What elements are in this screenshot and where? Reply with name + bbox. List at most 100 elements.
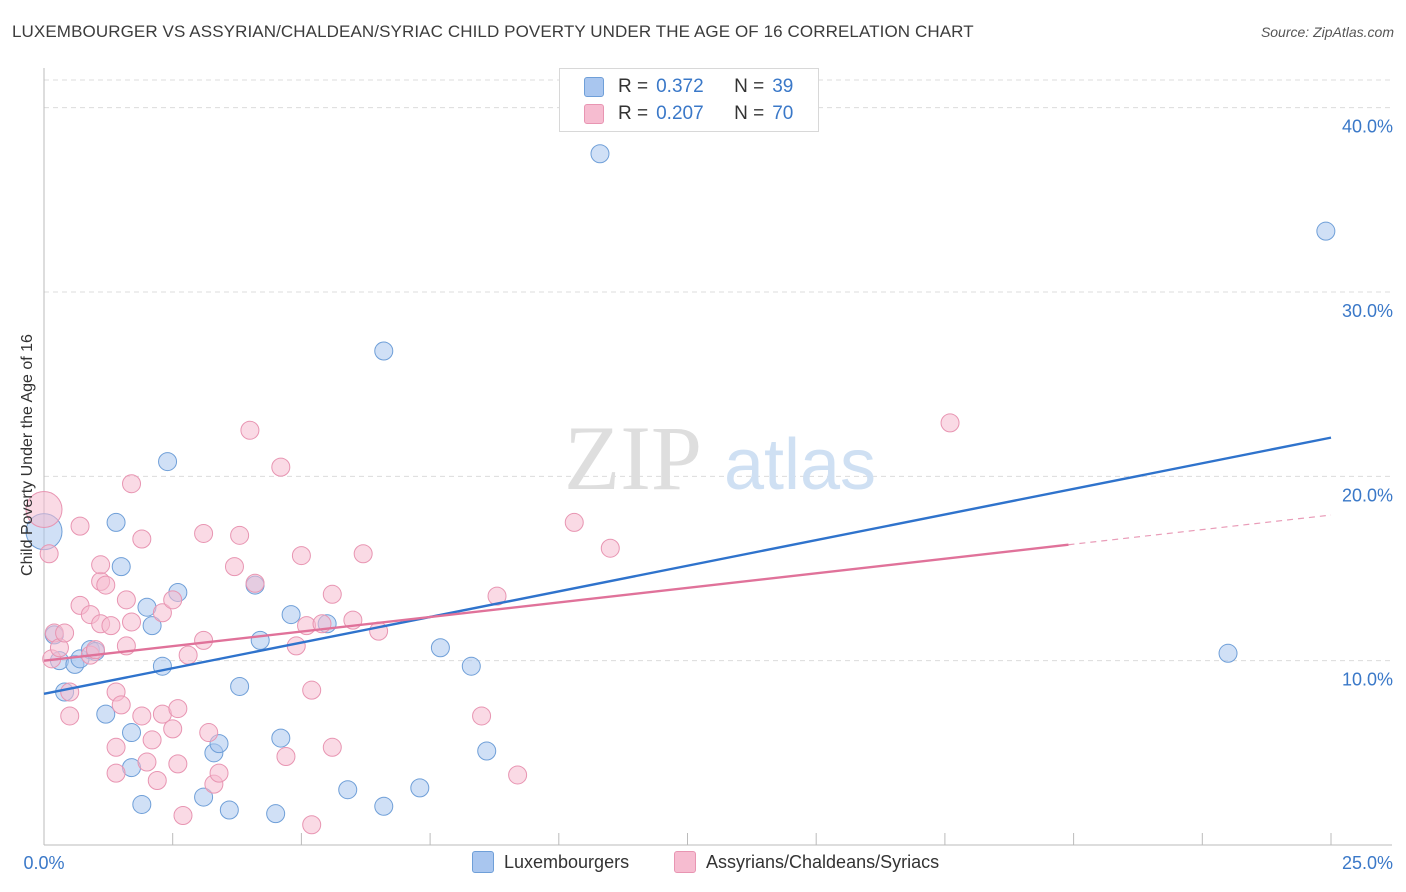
- luxembourger-point: [477, 741, 497, 761]
- assyrian-point: [178, 645, 198, 665]
- assyrian-point: [168, 699, 188, 719]
- y-tick-label: 30.0%: [1342, 301, 1393, 321]
- luxembourger-point: [1316, 221, 1336, 241]
- luxembourger-point: [271, 728, 291, 748]
- assyrian-point: [271, 457, 291, 477]
- assyrian-point: [106, 763, 126, 783]
- legend-r-value: 0.207: [656, 103, 704, 124]
- assyrian-point: [302, 680, 322, 700]
- legend-item-luxembourgers: Luxembourgers: [472, 851, 629, 873]
- watermark-zip: ZIP: [564, 407, 702, 509]
- assyrian-point: [322, 737, 342, 757]
- luxembourger-point: [158, 452, 178, 472]
- assyrian-point: [60, 682, 80, 702]
- assyrian-point: [940, 413, 960, 433]
- legend-row-luxembourgers: R = 0.372 N = 39: [584, 74, 793, 100]
- luxembourger-point: [1218, 643, 1238, 663]
- legend-item-assyrians: Assyrians/Chaldeans/Syriacs: [674, 851, 939, 873]
- assyrian-point: [245, 573, 265, 593]
- assyrian-point: [508, 765, 528, 785]
- assyrian-point: [91, 555, 111, 575]
- luxembourger-point: [461, 656, 481, 676]
- luxembourger-point: [230, 676, 250, 696]
- luxembourger-point: [374, 341, 394, 361]
- legend-n-value: 70: [772, 103, 794, 124]
- watermark: ZIP atlas: [564, 407, 876, 509]
- assyrian-point: [564, 512, 584, 532]
- luxembourger-point: [132, 794, 152, 814]
- assyrian-point: [116, 590, 136, 610]
- assyrian-point: [101, 616, 121, 636]
- assyrian-point: [199, 723, 219, 743]
- luxembourger-point: [410, 778, 430, 798]
- luxembourger-point: [338, 780, 358, 800]
- assyrian-point: [230, 525, 250, 545]
- trend-lines: [43, 436, 1332, 696]
- assyrian-point: [132, 706, 152, 726]
- legend-n-value: 39: [772, 76, 794, 97]
- legend-swatch-pink: [584, 104, 604, 124]
- luxembourger-point: [142, 616, 162, 636]
- assyrian-point: [168, 754, 188, 774]
- grid-lines: [44, 79, 1392, 662]
- assyrian-point: [163, 590, 183, 610]
- assyrian-point: [122, 474, 142, 494]
- legend-swatch-blue: [472, 851, 494, 873]
- legend-r-label: R =: [618, 76, 649, 97]
- legend-swatch-pink: [674, 851, 696, 873]
- luxembourger-point: [250, 630, 270, 650]
- luxembourger-point: [122, 723, 142, 743]
- axes: [43, 68, 1392, 846]
- assyrian-point: [276, 747, 296, 767]
- y-tick-label: 10.0%: [1342, 670, 1393, 690]
- x-tick-label: 25.0%: [1342, 853, 1393, 873]
- assyrian-point: [472, 706, 492, 726]
- luxembourger-point: [106, 512, 126, 532]
- luxembourger-point: [111, 557, 131, 577]
- tick-labels: 10.0% 20.0% 30.0% 40.0% 0.0% 25.0%: [23, 117, 1393, 873]
- luxembourger-point: [194, 787, 214, 807]
- x-tick-label: 0.0%: [23, 853, 64, 873]
- assyrian-point: [106, 737, 126, 757]
- assyrian-point: [194, 523, 214, 543]
- assyrian-point: [60, 706, 80, 726]
- assyrian-point: [147, 770, 167, 790]
- assyrian-point: [122, 612, 142, 632]
- legend-row-assyrians: R = 0.207 N = 70: [584, 101, 793, 127]
- luxembourger-trend-line: [43, 436, 1332, 696]
- legend-label: Assyrians/Chaldeans/Syriacs: [706, 851, 940, 872]
- stats-legend: R = 0.372 N = 39 R = 0.207 N = 70: [559, 68, 819, 132]
- assyrian-point: [240, 420, 260, 440]
- legend-label: Luxembourgers: [504, 851, 630, 872]
- assyrian-point: [224, 557, 244, 577]
- luxembourger-point: [266, 804, 286, 824]
- luxembourger-point: [281, 605, 301, 625]
- assyrian-point: [194, 630, 214, 650]
- assyrian-point: [487, 586, 507, 606]
- assyrian-point: [302, 815, 322, 835]
- legend-n-label: N =: [734, 76, 765, 97]
- assyrian-point: [600, 538, 620, 558]
- luxembourger-point: [219, 800, 239, 820]
- luxembourger-point: [374, 796, 394, 816]
- legend-swatch-blue: [584, 77, 604, 97]
- assyrian-point: [353, 544, 373, 564]
- luxembourger-point: [590, 144, 610, 164]
- assyrian-point: [111, 695, 131, 715]
- assyrian-point: [55, 623, 75, 643]
- source-note: Source: ZipAtlas.com: [1260, 24, 1394, 40]
- assyrian-point: [152, 603, 172, 623]
- y-axis-label: Child Poverty Under the Age of 16: [19, 334, 36, 576]
- assyrian-point: [322, 584, 342, 604]
- assyrian-point: [39, 544, 59, 564]
- y-tick-label: 40.0%: [1342, 117, 1393, 137]
- assyrian-point: [209, 763, 229, 783]
- luxembourger-point: [96, 704, 116, 724]
- assyrian-point: [132, 529, 152, 549]
- y-tick-label: 20.0%: [1342, 485, 1393, 505]
- assyrian-trend-line: [43, 543, 1069, 662]
- assyrian-point: [96, 575, 116, 595]
- assyrian-point: [291, 546, 311, 566]
- legend-r-value: 0.372: [656, 76, 704, 97]
- chart-title: LUXEMBOURGER VS ASSYRIAN/CHALDEAN/SYRIAC…: [12, 22, 974, 41]
